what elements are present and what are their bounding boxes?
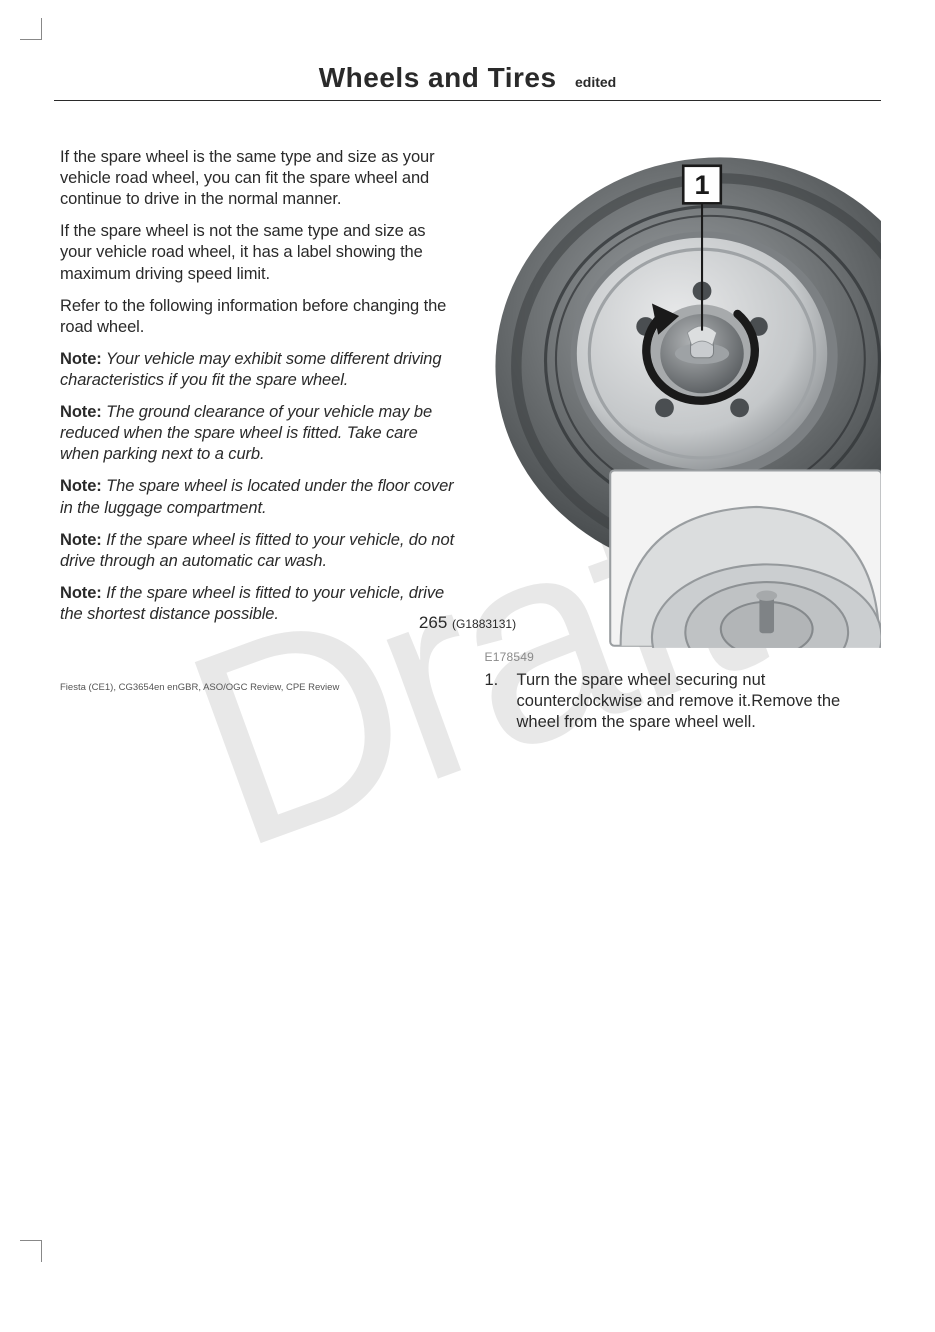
paragraph: Refer to the following information befor… [60, 296, 457, 338]
spare-wheel-illustration: 1 [485, 147, 882, 648]
note-paragraph: Note: If the spare wheel is fitted to yo… [60, 530, 457, 572]
step-number: 1. [485, 670, 517, 733]
note-label: Note: [60, 531, 102, 549]
note-text: If the spare wheel is fitted to your veh… [60, 531, 454, 570]
note-label: Note: [60, 350, 102, 368]
note-text: The spare wheel is located under the flo… [60, 477, 454, 516]
note-text: Your vehicle may exhibit some different … [60, 350, 441, 389]
page-number: 265 [419, 613, 447, 632]
note-paragraph: Note: Your vehicle may exhibit some diff… [60, 349, 457, 391]
paragraph: If the spare wheel is the same type and … [60, 147, 457, 210]
callout-number: 1 [694, 169, 709, 200]
spare-wheel-figure: 1 E178549 [485, 147, 882, 664]
note-label: Note: [60, 477, 102, 495]
step-item: 1. Turn the spare wheel securing nut cou… [485, 670, 882, 733]
crop-mark-bottom-left [20, 1240, 42, 1262]
doc-info: Fiesta (CE1), CG3654en enGBR, ASO/OGC Re… [60, 682, 339, 693]
right-column: 1 E178549 1. Turn the spare wheel securi… [485, 147, 882, 733]
left-column: If the spare wheel is the same type and … [60, 147, 457, 733]
step-text: Turn the spare wheel securing nut counte… [517, 670, 882, 733]
edited-tag: edited [575, 74, 616, 90]
note-text: The ground clearance of your vehicle may… [60, 403, 432, 463]
page-footer: 265 (G1883131) [0, 613, 935, 633]
chapter-title: Wheels and Tires [319, 62, 557, 93]
note-paragraph: Note: The ground clearance of your vehic… [60, 402, 457, 465]
figure-caption: E178549 [485, 650, 882, 664]
page-id: (G1883131) [452, 617, 516, 631]
content-columns: If the spare wheel is the same type and … [0, 101, 935, 733]
note-label: Note: [60, 403, 102, 421]
note-label: Note: [60, 584, 102, 602]
paragraph: If the spare wheel is not the same type … [60, 221, 457, 284]
note-paragraph: Note: The spare wheel is located under t… [60, 476, 457, 518]
page-header: Wheels and Tires edited [0, 0, 935, 94]
